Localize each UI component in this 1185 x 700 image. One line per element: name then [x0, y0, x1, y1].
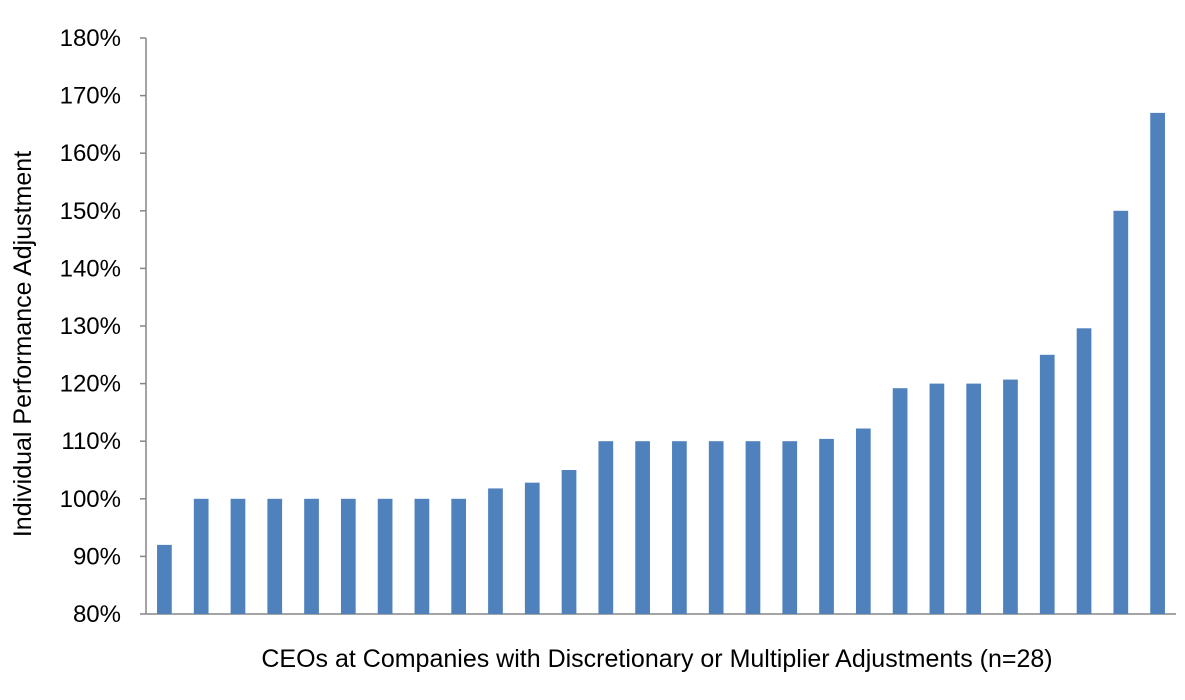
bar — [488, 488, 503, 614]
bar — [966, 383, 982, 614]
y-axis-title: Individual Performance Adjustment — [9, 151, 37, 537]
bar — [157, 544, 172, 614]
y-tick-label: 180% — [60, 25, 121, 52]
bar — [524, 482, 540, 614]
y-tick-label: 110% — [61, 428, 121, 455]
y-tick-label: 80% — [73, 601, 121, 628]
y-axis: 80% 90% 100% 110% 120% 130% 140% 150% 160% 170% 18… — [60, 25, 1176, 628]
bar — [672, 441, 687, 614]
bar — [855, 428, 871, 614]
bar — [414, 498, 430, 614]
y-tick-label: 120% — [60, 371, 121, 398]
y-tick-label: 100% — [60, 486, 121, 513]
bar — [561, 470, 577, 614]
bar — [377, 498, 393, 614]
bar — [892, 388, 908, 614]
bar — [267, 498, 283, 614]
bar — [745, 441, 761, 614]
bar — [1003, 379, 1018, 614]
y-tick-label: 150% — [60, 198, 121, 225]
y-tick-label: 160% — [60, 140, 121, 167]
bar — [1076, 328, 1092, 614]
x-axis-title: CEOs at Companies with Discretionary or … — [261, 645, 1052, 673]
bar — [819, 438, 834, 614]
bar — [1039, 354, 1055, 614]
bar — [598, 441, 614, 614]
bar — [304, 498, 319, 614]
bar — [451, 498, 467, 614]
bar — [340, 498, 356, 614]
bars — [157, 112, 1165, 615]
bar — [193, 498, 209, 614]
bar — [929, 383, 945, 614]
bar — [230, 498, 246, 614]
y-tick-label: 170% — [60, 83, 121, 110]
y-tick-label: 140% — [60, 255, 121, 282]
bar — [635, 441, 650, 614]
bar — [782, 441, 798, 614]
bar — [1150, 112, 1165, 614]
bar — [1113, 210, 1129, 615]
bar — [708, 441, 724, 614]
y-tick-label: 90% — [73, 543, 121, 570]
y-tick-label: 130% — [60, 313, 121, 340]
